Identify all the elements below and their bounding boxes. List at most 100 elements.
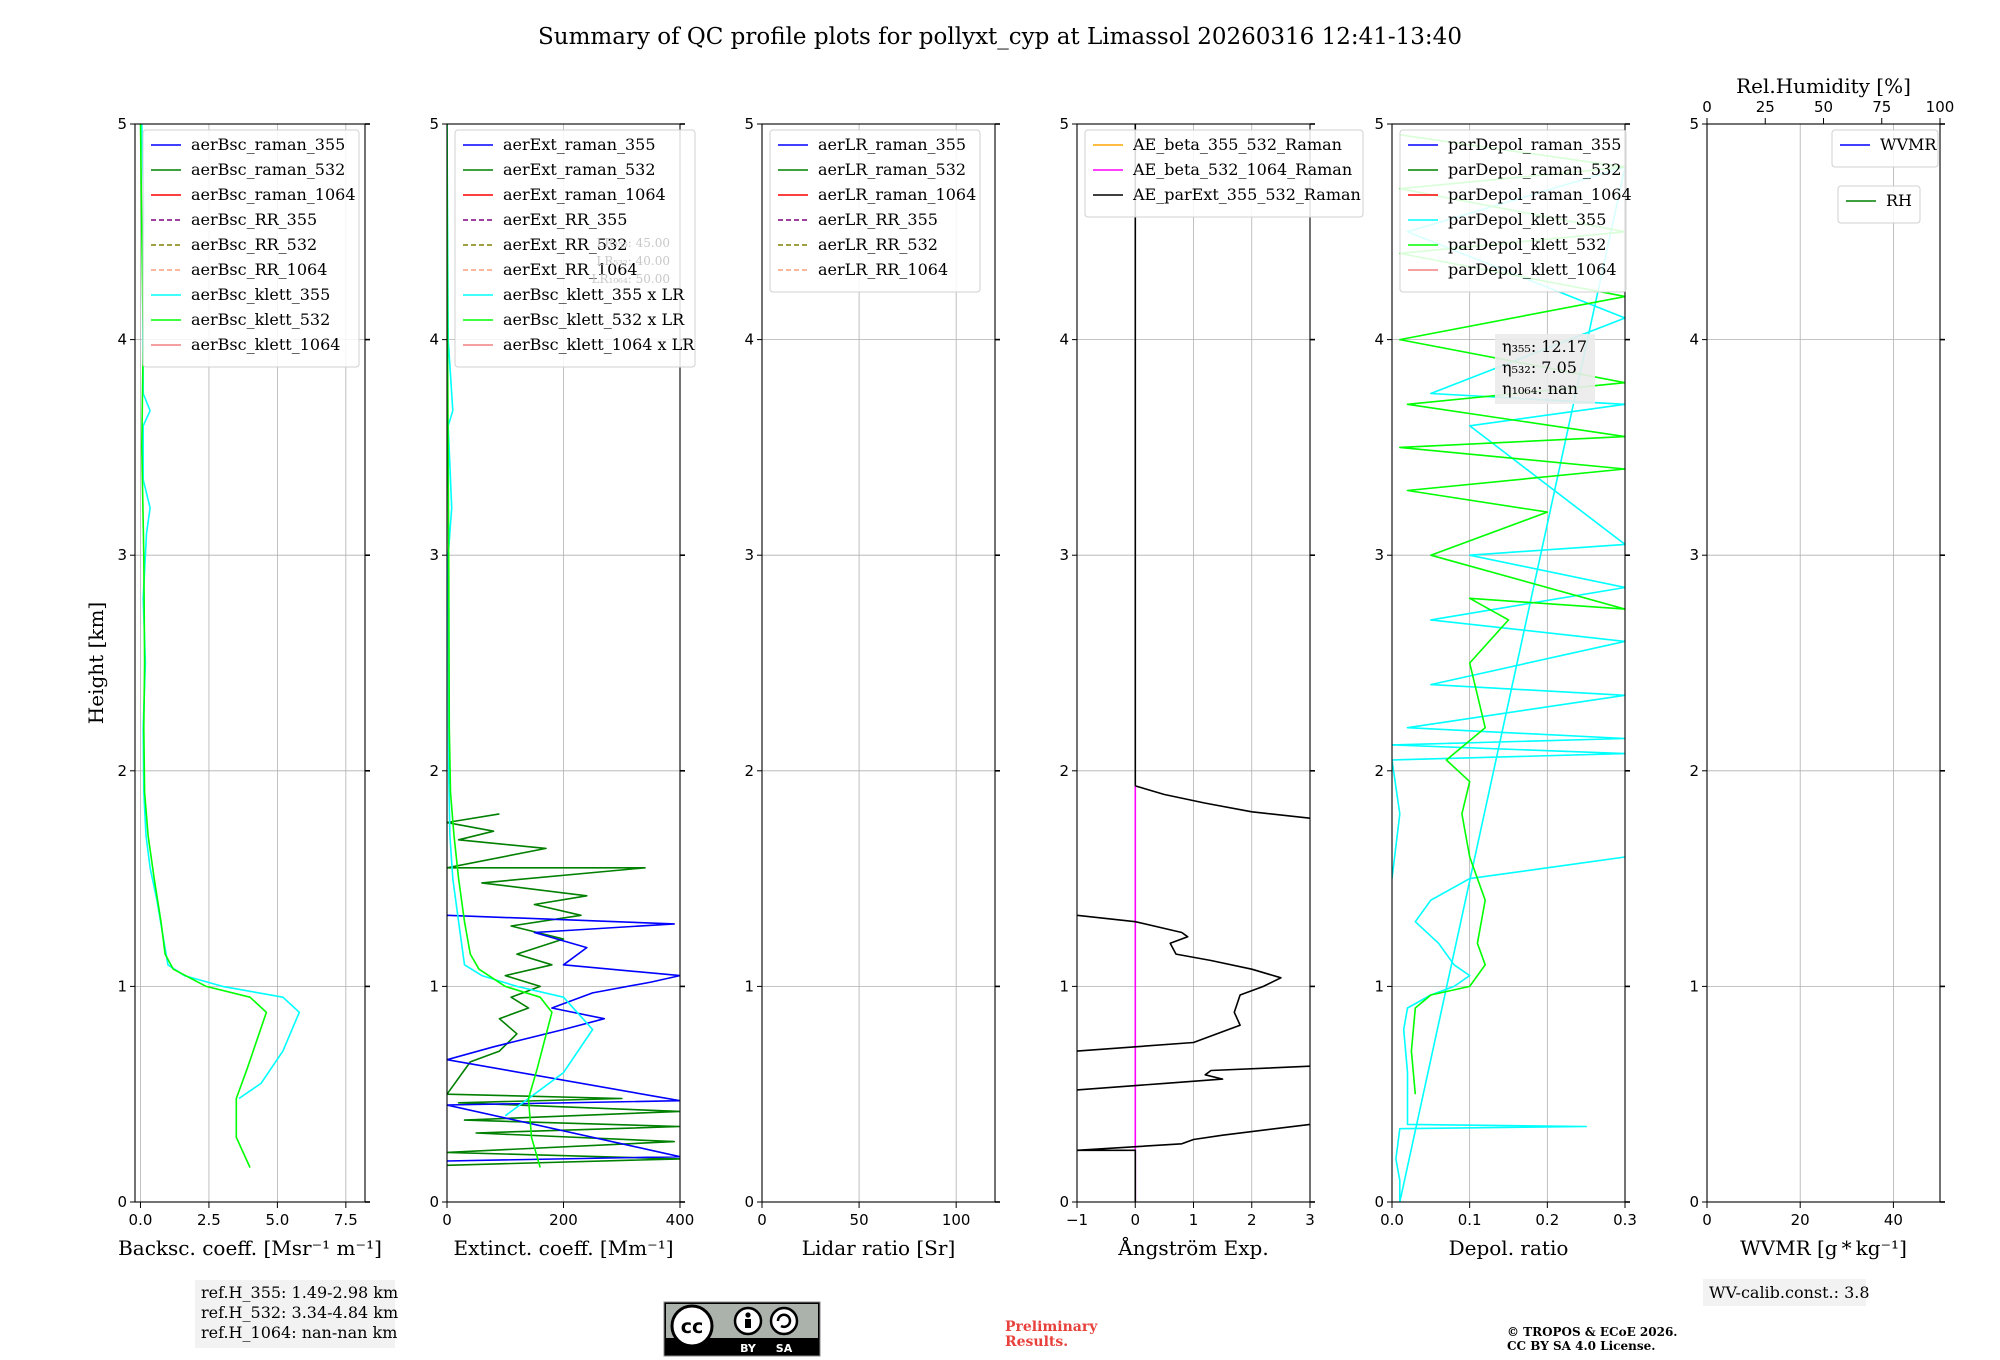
depol-legend-entry-1: parDepol_raman_532 <box>1448 160 1621 179</box>
backscatter-legend-entry-2: aerBsc_raman_1064 <box>191 185 356 204</box>
extinction-ytick-label-4: 4 <box>429 331 439 349</box>
extinction-series-2 <box>447 124 594 1117</box>
lidar_ratio-legend-box <box>769 129 981 293</box>
extinction-ytick-label-2: 2 <box>429 762 439 780</box>
extinction-lr-text-0: LR₃₅₅: 45.00 <box>596 236 670 250</box>
panel-backscatter: 0.0 2.5 5.0 7.5 0 1 2 3 4 5 Backsc. coeff. [Msr⁻¹ … <box>84 115 382 1260</box>
depol-xtick-label-1: 0.1 <box>1458 1211 1482 1229</box>
depol-ytick-label-5: 5 <box>1374 115 1384 133</box>
depol-series-1 <box>1399 134 1625 1095</box>
angstrom-xtick-label-2: 1 <box>1189 1211 1199 1229</box>
angstrom-legend: AE_beta_355_532_Raman AE_beta_532_1064_Ra… <box>1084 129 1364 218</box>
angstrom-xtick-label-0: −1 <box>1066 1211 1088 1229</box>
wvmr-xtick-label-1: 20 <box>1791 1211 1810 1229</box>
wvmr-legend2-entry-0: RH <box>1886 191 1912 210</box>
ref-heights-box: ref.H_355: 1.49-2.98 km ref.H_532: 3.34-… <box>195 1280 398 1348</box>
preliminary-label-2: Results. <box>1005 1334 1068 1350</box>
backscatter-ytick-label-0: 0 <box>117 1193 127 1211</box>
wvmr-xtick-label-0: 0 <box>1702 1211 1712 1229</box>
backscatter-series-1 <box>139 124 268 1168</box>
depol-eta-text-0: η₃₅₅: 12.17 <box>1502 337 1587 356</box>
wv-calib-text: WV-calib.const.: 3.8 <box>1709 1283 1870 1302</box>
backscatter-legend-entry-6: aerBsc_klett_355 <box>191 285 330 304</box>
angstrom-legend-entry-2: AE_parExt_355_532_Raman <box>1132 185 1361 204</box>
backscatter-ytick-label-4: 4 <box>117 331 127 349</box>
lidar_ratio-xtick-label-1: 50 <box>850 1211 869 1229</box>
angstrom-ytick-label-1: 1 <box>1059 977 1069 995</box>
lidar_ratio-axes-frame <box>761 123 996 1203</box>
backscatter-xtick-label-2: 5.0 <box>265 1211 289 1229</box>
extinction-legend-entry-5: aerExt_RR_1064 <box>503 260 638 279</box>
depol-eta-text-1: η₅₃₂: 7.05 <box>1502 358 1577 377</box>
angstrom-xtick-label-1: 0 <box>1130 1211 1140 1229</box>
backscatter-ytick-label-1: 1 <box>117 977 127 995</box>
backscatter-xtick-label-0: 0.0 <box>129 1211 153 1229</box>
panel-lidar_ratio: 0 50 100 0 1 2 3 4 5 Lidar ratio [Sr] aerLR_raman_… <box>744 115 1000 1260</box>
wvmr-ytick-label-5: 5 <box>1689 115 1699 133</box>
wvmr-legend-entry-0: WVMR <box>1880 135 1937 154</box>
angstrom-series-4 <box>1077 914 1282 1052</box>
depol-eta-box <box>1495 334 1595 404</box>
panel-wvmr: 0 20 40 0 1 2 3 4 5 WVMR [g * kg⁻¹] 0 25 50 75 100 Rel.… <box>1689 74 1954 1260</box>
extinction-series-0 <box>447 813 680 1167</box>
cc-logo-text: cc <box>681 1316 704 1338</box>
cc-by-sa-badge: cc BY SA <box>663 1301 821 1357</box>
depol-xtick-label-2: 0.2 <box>1535 1211 1559 1229</box>
panel-extinction: 0 200 400 0 1 2 3 4 5 Extinct. coeff. [Mm⁻¹] aerEx… <box>429 115 696 1260</box>
angstrom-series-5 <box>1135 785 1310 819</box>
wvmr-top-xtick-label-2: 50 <box>1814 98 1833 116</box>
backscatter-xtick-label-1: 2.5 <box>197 1211 221 1229</box>
extinction-series-group <box>447 124 680 1168</box>
depol-legend-entry-5: parDepol_klett_1064 <box>1448 260 1617 279</box>
ref-h-355: ref.H_355: 1.49-2.98 km <box>201 1283 398 1302</box>
extinction-series-1 <box>447 914 680 1162</box>
depol-ytick-label-0: 0 <box>1374 1193 1384 1211</box>
extinction-xlabel: Extinct. coeff. [Mm⁻¹] <box>453 1236 673 1260</box>
lidar_ratio-legend-entry-1: aerLR_raman_532 <box>818 160 966 179</box>
depol-ytick-label-3: 3 <box>1374 546 1384 564</box>
figure-title: Summary of QC profile plots for pollyxt_… <box>538 24 1462 50</box>
lidar_ratio-ytick-label-5: 5 <box>744 115 754 133</box>
angstrom-ytick-label-5: 5 <box>1059 115 1069 133</box>
depol-legend: parDepol_raman_355 parDepol_raman_532 parD… <box>1399 129 1632 293</box>
angstrom-legend-entry-0: AE_beta_355_532_Raman <box>1132 135 1342 154</box>
backscatter-legend-entry-8: aerBsc_klett_1064 <box>191 335 340 354</box>
ref-h-1064: ref.H_1064: nan-nan km <box>201 1323 397 1342</box>
wvmr-legend2: RH <box>1837 185 1921 224</box>
backscatter-ytick-label-3: 3 <box>117 546 127 564</box>
extinction-legend-entry-1: aerExt_raman_532 <box>503 160 656 179</box>
backscatter-legend-entry-7: aerBsc_klett_532 <box>191 310 330 329</box>
backscatter-series-group <box>139 124 301 1168</box>
wvmr-top-xtick-label-0: 0 <box>1702 98 1712 116</box>
lidar_ratio-xlabel: Lidar ratio [Sr] <box>802 1236 956 1260</box>
wvmr-ytick-label-3: 3 <box>1689 546 1699 564</box>
depol-legend-entry-0: parDepol_raman_355 <box>1448 135 1621 154</box>
backscatter-legend-entry-3: aerBsc_RR_355 <box>191 210 317 229</box>
extinction-legend-entry-8: aerBsc_klett_1064 x LR <box>503 335 695 354</box>
ref-h-532: ref.H_532: 3.34-4.84 km <box>201 1303 398 1322</box>
wvmr-legend2-box <box>1837 185 1921 224</box>
depol-ytick-label-4: 4 <box>1374 331 1384 349</box>
lidar_ratio-legend: aerLR_raman_355 aerLR_raman_532 aerLR_rama… <box>769 129 981 293</box>
wvmr-xlabel: WVMR [g * kg⁻¹] <box>1740 1236 1907 1260</box>
lidar_ratio-legend-entry-0: aerLR_raman_355 <box>818 135 966 154</box>
angstrom-series-3 <box>1077 1065 1310 1091</box>
angstrom-ytick-label-0: 0 <box>1059 1193 1069 1211</box>
extinction-legend: aerExt_raman_355 aerExt_raman_532 aerExt_r… <box>454 129 696 368</box>
extinction-xtick-label-1: 200 <box>549 1211 578 1229</box>
wv-calib-box: WV-calib.const.: 3.8 <box>1703 1279 1870 1306</box>
wvmr-ytick-label-0: 0 <box>1689 1193 1699 1211</box>
backscatter-legend-entry-5: aerBsc_RR_1064 <box>191 260 327 279</box>
lidar_ratio-ytick-label-0: 0 <box>744 1193 754 1211</box>
panel-depol: 0.0 0.1 0.2 0.3 0 1 2 3 4 5 Depol. ratio parDepol_r… <box>1374 115 1636 1260</box>
depol-series-0 <box>1392 166 1625 1202</box>
lidar_ratio-ytick-label-4: 4 <box>744 331 754 349</box>
extinction-xtick-label-0: 0 <box>442 1211 452 1229</box>
angstrom-xtick-label-3: 2 <box>1247 1211 1257 1229</box>
angstrom-xtick-label-4: 3 <box>1305 1211 1315 1229</box>
lidar_ratio-legend-entry-2: aerLR_raman_1064 <box>818 185 976 204</box>
extinction-legend-entry-6: aerBsc_klett_355 x LR <box>503 285 685 304</box>
depol-ytick-label-2: 2 <box>1374 762 1384 780</box>
backscatter-axes-frame <box>134 123 366 1203</box>
depol-axes-frame <box>1391 123 1626 1203</box>
